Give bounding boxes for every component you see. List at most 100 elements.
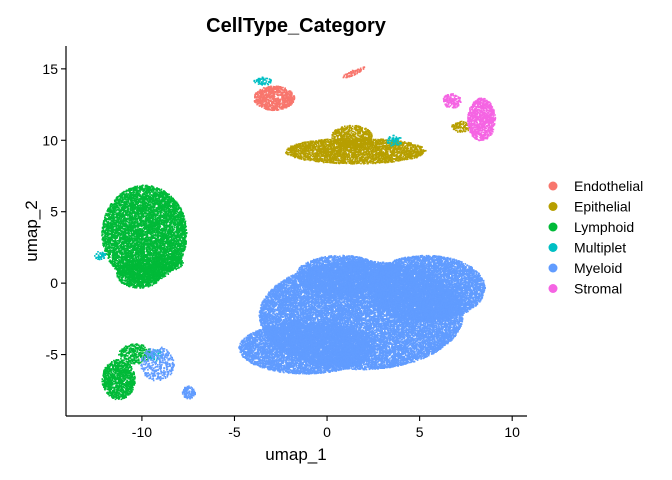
- point-endothelial: [262, 105, 264, 107]
- point-epithelial: [347, 126, 349, 128]
- point-epithelial: [344, 132, 346, 134]
- point-epithelial: [358, 146, 360, 148]
- point-epithelial: [300, 147, 302, 149]
- point-endothelial: [290, 95, 292, 97]
- point-endothelial: [357, 69, 359, 71]
- point-epithelial: [292, 147, 294, 149]
- point-epithelial: [336, 141, 338, 143]
- point-epithelial: [390, 148, 392, 150]
- point-epithelial: [351, 130, 353, 132]
- point-epithelial: [359, 154, 361, 156]
- point-epithelial: [349, 131, 351, 133]
- point-epithelial: [410, 144, 412, 146]
- point-epithelial: [320, 148, 322, 150]
- point-endothelial: [285, 94, 287, 96]
- point-epithelial: [296, 146, 298, 148]
- point-epithelial: [345, 152, 347, 154]
- point-endothelial: [270, 94, 272, 96]
- point-epithelial: [343, 144, 345, 146]
- point-epithelial: [350, 140, 352, 142]
- point-epithelial: [405, 158, 407, 160]
- point-epithelial: [317, 158, 319, 160]
- point-epithelial: [371, 139, 373, 141]
- point-epithelial: [352, 141, 354, 143]
- point-epithelial: [374, 162, 376, 164]
- point-epithelial: [378, 145, 380, 147]
- point-epithelial: [371, 148, 373, 150]
- point-epithelial: [326, 139, 328, 141]
- point-epithelial: [302, 150, 304, 152]
- point-endothelial: [254, 96, 256, 98]
- point-epithelial: [300, 143, 302, 145]
- point-epithelial: [312, 141, 314, 143]
- point-epithelial: [463, 124, 465, 126]
- point-endothelial: [275, 98, 277, 100]
- point-epithelial: [465, 124, 467, 126]
- point-endothelial: [257, 94, 259, 96]
- point-epithelial: [407, 145, 409, 147]
- point-epithelial: [342, 154, 344, 156]
- point-epithelial: [375, 156, 377, 158]
- point-epithelial: [403, 154, 405, 156]
- point-endothelial: [267, 97, 269, 99]
- point-epithelial: [407, 158, 409, 160]
- point-epithelial: [302, 143, 304, 145]
- point-epithelial: [375, 154, 377, 156]
- point-epithelial: [399, 151, 401, 153]
- point-epithelial: [309, 152, 311, 154]
- point-epithelial: [397, 160, 399, 162]
- point-epithelial: [381, 140, 383, 142]
- point-endothelial: [255, 94, 257, 96]
- point-epithelial: [351, 132, 353, 134]
- point-endothelial: [261, 100, 263, 102]
- point-epithelial: [318, 150, 320, 152]
- point-epithelial: [349, 129, 351, 131]
- point-epithelial: [368, 148, 370, 150]
- point-epithelial: [401, 159, 403, 161]
- point-endothelial: [279, 100, 281, 102]
- point-epithelial: [353, 135, 355, 137]
- point-epithelial: [370, 160, 372, 162]
- point-endothelial: [264, 91, 266, 93]
- point-endothelial: [267, 99, 269, 101]
- point-epithelial: [417, 150, 419, 152]
- point-epithelial: [339, 160, 341, 162]
- point-epithelial: [326, 151, 328, 153]
- point-epithelial: [399, 147, 401, 149]
- point-epithelial: [296, 153, 298, 155]
- point-epithelial: [353, 128, 355, 130]
- point-epithelial: [371, 142, 373, 144]
- point-epithelial: [341, 138, 343, 140]
- point-epithelial: [375, 153, 377, 155]
- point-endothelial: [360, 68, 362, 70]
- point-epithelial: [362, 140, 364, 142]
- point-epithelial: [458, 126, 460, 128]
- point-epithelial: [376, 143, 378, 145]
- point-epithelial: [365, 146, 367, 148]
- point-endothelial: [257, 100, 259, 102]
- point-endothelial: [282, 101, 284, 103]
- point-epithelial: [292, 153, 294, 155]
- point-epithelial: [316, 154, 318, 156]
- point-endothelial: [281, 89, 283, 91]
- point-epithelial: [337, 136, 339, 138]
- point-epithelial: [337, 156, 339, 158]
- point-epithelial: [468, 130, 470, 132]
- point-epithelial: [334, 131, 336, 133]
- point-endothelial: [266, 95, 268, 97]
- point-epithelial: [391, 161, 393, 163]
- point-epithelial: [387, 155, 389, 157]
- point-epithelial: [351, 147, 353, 149]
- point-epithelial: [352, 125, 354, 127]
- point-epithelial: [387, 149, 389, 151]
- point-epithelial: [335, 162, 337, 164]
- point-epithelial: [369, 146, 371, 148]
- point-epithelial: [357, 153, 359, 155]
- point-epithelial: [358, 131, 360, 133]
- point-epithelial: [339, 163, 341, 165]
- point-endothelial: [276, 109, 278, 111]
- point-epithelial: [420, 153, 422, 155]
- point-epithelial: [311, 147, 313, 149]
- point-endothelial: [256, 92, 258, 94]
- point-endothelial: [274, 103, 276, 105]
